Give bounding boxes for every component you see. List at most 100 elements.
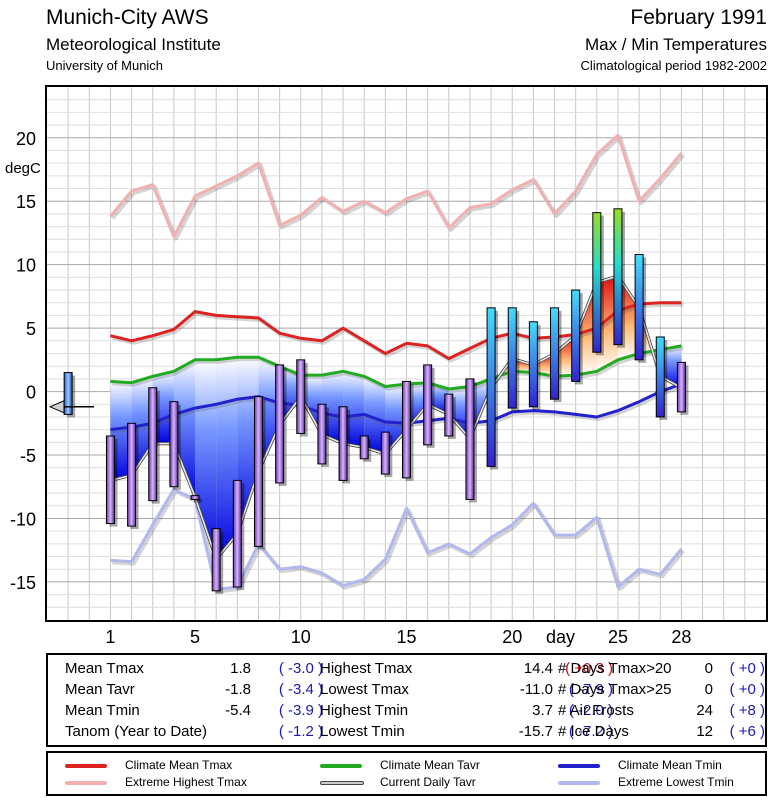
legend-swatch — [320, 781, 364, 785]
stat-value: -11.0 — [519, 681, 553, 698]
stat-label: Lowest Tmax — [320, 681, 409, 698]
climate-mean-tavr-line — [110, 344, 682, 391]
day-6-bar — [211, 528, 221, 592]
stat-label: Highest Tmin — [320, 702, 409, 719]
stat-label: Mean Tmin — [65, 702, 140, 719]
x-axis-ticks: 1 5 10 15 20 25 28 — [105, 627, 691, 647]
day-11-bar — [317, 403, 327, 465]
stat-label: # Days Tmax>25 — [558, 681, 672, 698]
legend-swatch — [558, 781, 600, 785]
legend-label: Current Daily Tavr — [380, 775, 476, 789]
day-24-bar — [592, 212, 602, 353]
legend-label: Extreme Lowest Tmin — [618, 775, 734, 789]
cold-anomaly-fill — [385, 384, 407, 454]
stat-label: Lowest Tmin — [320, 723, 405, 740]
stat-anomaly: ( -1.2 ) — [278, 723, 323, 740]
stat-label: Highest Tmax — [320, 660, 413, 677]
current-daily-tavr-line — [110, 275, 682, 560]
daily-bars — [105, 208, 689, 594]
cold-anomaly-fill — [321, 371, 344, 444]
cold-anomaly-fill — [110, 381, 132, 481]
day-18-bar — [465, 378, 475, 500]
stat-anomaly: ( +0 ) — [729, 681, 765, 698]
institute-name: Meteorological Institute — [46, 35, 221, 54]
stat-value: 14.4 — [523, 660, 553, 677]
day-15-bar — [402, 380, 411, 479]
stat-anomaly: ( -3.4 ) — [278, 681, 323, 698]
legend: Climate Mean Tmax Climate Mean Tavr Climat… — [46, 751, 767, 796]
chart-subtitle: Max / Min Temperatures — [584, 35, 767, 54]
day-17-bar — [444, 393, 454, 437]
stat-anomaly: ( +0.3 ) — [565, 660, 613, 677]
day-22-bar — [550, 307, 560, 400]
day-23-bar — [571, 289, 581, 382]
anomaly-fills — [110, 276, 682, 560]
cold-anomaly-fill — [406, 382, 428, 430]
y-axis-ticks: 20 15 10 5 0 -5 -10 -15 — [10, 129, 36, 593]
series-lines — [109, 133, 685, 594]
stat-label: # Ice Days — [558, 723, 629, 740]
climatological-period: Climatological period 1982-2002 — [580, 58, 767, 73]
x-tick-label: 5 — [190, 627, 200, 647]
warm-anomaly-fill — [533, 353, 555, 377]
day-20-bar — [507, 307, 517, 409]
stat-anomaly: ( +8 ) — [729, 702, 765, 719]
stat-anomaly: ( -3.9 ) — [278, 702, 323, 719]
legend-label: Extreme Highest Tmax — [125, 775, 247, 789]
warm-anomaly-fill — [618, 276, 640, 360]
extreme-highest-tmax-line — [109, 133, 683, 239]
day-9-bar — [275, 364, 285, 484]
tanom-arrow-icon — [48, 400, 65, 414]
stat-value: 0 — [704, 681, 713, 698]
month-title: February 1991 — [630, 6, 767, 29]
day-27-bar — [655, 336, 665, 418]
day-10-bar — [296, 359, 306, 434]
cold-anomaly-fill — [279, 366, 301, 425]
cold-anomaly-fill — [237, 357, 259, 534]
y-tick-label: -10 — [10, 509, 36, 529]
stat-value: -15.7 — [518, 723, 553, 740]
y-tick-label: 15 — [16, 192, 36, 212]
university-name: University of Munich — [46, 58, 164, 73]
stat-anomaly: ( +6 ) — [729, 723, 765, 740]
stat-anomaly: ( -7.9 ) — [568, 681, 613, 698]
year-to-date-bar — [63, 372, 73, 415]
day-19-bar — [486, 307, 496, 467]
y-tick-label: -5 — [20, 446, 36, 466]
cold-anomaly-fill — [258, 357, 280, 472]
x-tick-label: 1 — [105, 627, 115, 647]
statistics-panel: Mean Tmax 1.8 ( -3.0 ) Highest Tmax 14.4 ( +0… — [46, 653, 767, 747]
x-tick-label: 28 — [671, 627, 691, 647]
day-28-bar — [676, 361, 686, 413]
y-tick-label: 5 — [26, 319, 36, 339]
stat-value: -5.4 — [225, 702, 251, 719]
cold-anomaly-fill — [173, 359, 195, 497]
extreme-highest-tmax-shadow — [110, 135, 685, 241]
warm-anomaly-fill — [554, 335, 576, 377]
day-14-bar — [380, 431, 390, 475]
day-25-bar — [613, 208, 623, 346]
stat-anomaly: ( -7.2 ) — [568, 723, 613, 740]
cold-anomaly-fill — [343, 371, 365, 448]
stat-label: Tanom (Year to Date) — [65, 723, 208, 740]
warm-anomaly-fill — [575, 282, 597, 376]
x-tick-label: 25 — [608, 627, 628, 647]
day-8-bar — [253, 396, 263, 547]
year-to-date-marker — [48, 372, 94, 418]
stat-label: Mean Tavr — [65, 681, 135, 698]
day-12-bar — [338, 406, 348, 481]
warm-anomaly-fill — [596, 276, 618, 372]
day-3-bar — [148, 387, 158, 502]
day-7-bar — [232, 479, 242, 588]
station-title: Munich-City AWS — [46, 6, 209, 29]
extreme-lowest-tmin-line — [110, 487, 683, 591]
day-13-bar — [359, 435, 369, 460]
stat-label: Mean Tmax — [65, 660, 144, 677]
day-16-bar — [423, 364, 433, 446]
cold-anomaly-fill — [152, 371, 174, 444]
climate-mean-tmin-line — [110, 382, 682, 432]
climate-mean-tavr-shadow — [112, 345, 684, 393]
y-tick-label: -15 — [10, 573, 36, 593]
stat-value: 0 — [704, 660, 713, 677]
x-tick-label: 15 — [396, 627, 416, 647]
